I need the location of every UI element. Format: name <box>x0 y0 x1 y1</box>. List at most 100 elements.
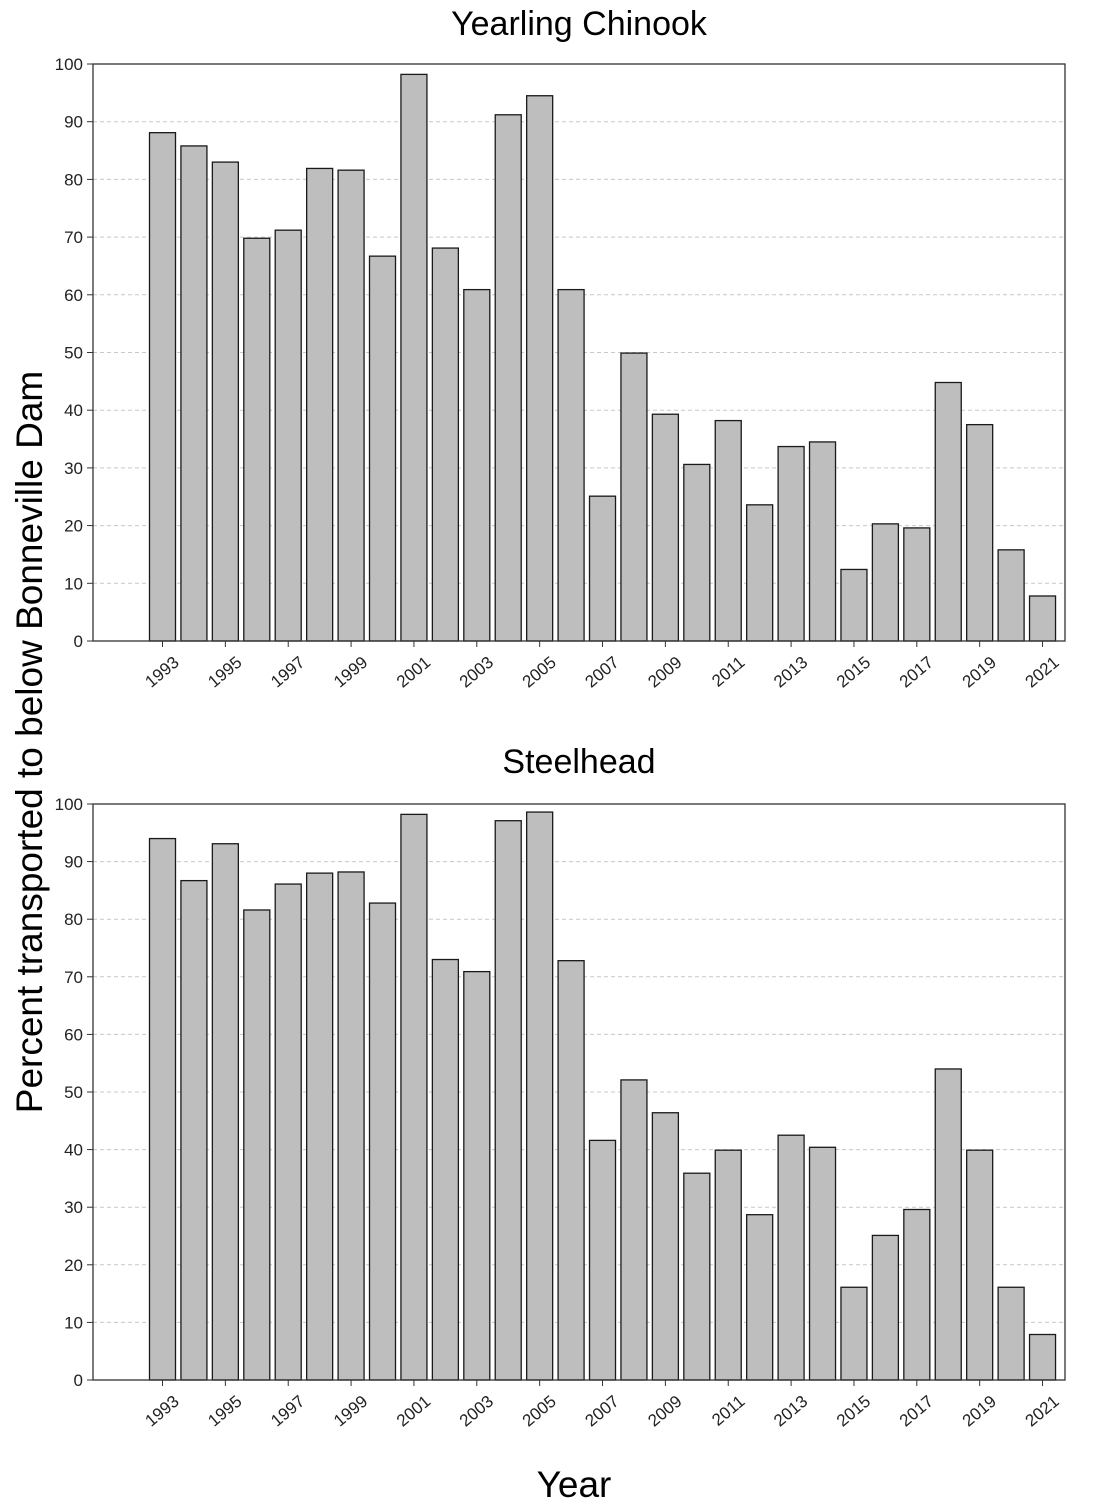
x-tick-label: 1997 <box>267 1392 308 1431</box>
bar-2014 <box>808 1146 837 1381</box>
y-tick-label: 20 <box>64 517 83 536</box>
bar-2021 <box>1028 595 1057 642</box>
bar-2020 <box>997 1286 1025 1381</box>
x-tick-label: 2013 <box>770 653 811 692</box>
bar-2010 <box>683 1172 711 1381</box>
bar-2015 <box>840 1286 868 1381</box>
bar-2021 <box>1028 1333 1057 1381</box>
y-tick-label: 10 <box>64 574 83 593</box>
x-tick-label: 2013 <box>770 1392 811 1431</box>
chart-panel-1: Yearling Chinook 0 10 20 30 40 50 60 70 80 90 100 19… <box>55 5 1066 692</box>
bar-2012 <box>746 504 774 642</box>
bar-2004 <box>494 114 522 642</box>
x-axis-label: Year <box>537 1464 612 1505</box>
y-tick-label: 100 <box>55 795 83 814</box>
bar-1995 <box>211 161 240 642</box>
bar-1996 <box>243 909 271 1381</box>
plot-frame <box>92 803 1066 1381</box>
x-tick-label: 2017 <box>896 1392 937 1431</box>
x-tick-label: 1999 <box>330 653 371 692</box>
bar-2010 <box>683 463 711 642</box>
bar-2001 <box>400 813 428 1381</box>
y-tick-label: 70 <box>64 228 83 247</box>
x-tick-label: 2005 <box>519 653 560 692</box>
x-tick-label: 2021 <box>1022 653 1063 692</box>
x-tick-label: 2003 <box>456 653 497 692</box>
bar-2008 <box>620 352 648 642</box>
bar-2000 <box>368 902 397 1381</box>
bar-1994 <box>180 879 208 1381</box>
bar-2013 <box>777 445 805 642</box>
bar-2009 <box>651 1112 680 1381</box>
x-tick-label: 1993 <box>142 1392 183 1431</box>
bar-2000 <box>368 255 397 642</box>
bar-1997 <box>274 883 302 1381</box>
x-tick-label: 2021 <box>1022 1392 1063 1431</box>
y-tick-label: 70 <box>64 968 83 987</box>
bar-2012 <box>746 1214 774 1381</box>
chart-title: Yearling Chinook <box>451 5 708 43</box>
bar-2020 <box>997 549 1025 642</box>
bar-2002 <box>431 247 460 642</box>
y-tick-label: 90 <box>64 853 83 872</box>
y-tick-label: 0 <box>74 1371 83 1390</box>
bar-1998 <box>305 872 334 1381</box>
bar-2016 <box>871 1234 900 1381</box>
y-tick-label: 80 <box>64 910 83 929</box>
x-tick-label: 1995 <box>204 1392 245 1431</box>
y-tick-label: 80 <box>64 170 83 189</box>
y-tick-label: 100 <box>55 55 83 74</box>
bar-1995 <box>211 843 240 1381</box>
bar-2007 <box>588 495 617 642</box>
plot-frame <box>92 63 1066 642</box>
y-tick-label: 30 <box>64 1198 83 1217</box>
bar-2006 <box>557 288 585 642</box>
bar-2007 <box>588 1139 617 1381</box>
chart-panel-2: Steelhead 0 10 20 30 40 50 60 70 80 90 100 1993 1995 1… <box>55 743 1066 1431</box>
chart-title: Steelhead <box>502 743 655 781</box>
bar-2014 <box>808 441 837 642</box>
y-tick-label: 20 <box>64 1256 83 1275</box>
bar-2006 <box>557 960 585 1381</box>
y-tick-label: 40 <box>64 401 83 420</box>
y-tick-label: 90 <box>64 113 83 132</box>
x-tick-label: 2009 <box>644 1392 685 1431</box>
x-tick-label: 2011 <box>708 653 748 691</box>
bar-1993 <box>148 837 177 1381</box>
x-tick-label: 1995 <box>204 653 245 692</box>
x-tick-label: 1999 <box>330 1392 371 1431</box>
y-tick-label: 10 <box>64 1313 83 1332</box>
bar-1994 <box>180 145 208 642</box>
bar-2011 <box>714 419 742 642</box>
y-tick-label: 0 <box>74 632 83 651</box>
x-tick-label: 2007 <box>582 653 623 692</box>
bar-2018 <box>934 381 962 642</box>
x-tick-label: 2015 <box>833 653 874 692</box>
x-tick-label: 2017 <box>896 653 937 692</box>
x-tick-label: 2001 <box>393 653 434 692</box>
bar-1998 <box>305 167 334 642</box>
bar-2011 <box>714 1149 742 1381</box>
y-tick-label: 40 <box>64 1141 83 1160</box>
bar-2019 <box>966 1149 994 1381</box>
y-tick-label: 50 <box>64 344 83 363</box>
x-tick-label: 2003 <box>456 1392 497 1431</box>
x-tick-label: 2019 <box>959 653 1000 692</box>
bar-2005 <box>526 95 554 642</box>
x-tick-label: 1993 <box>142 653 183 692</box>
bar-2017 <box>903 1208 931 1381</box>
y-tick-label: 50 <box>64 1083 83 1102</box>
bar-1999 <box>337 169 365 642</box>
bar-2002 <box>431 958 460 1381</box>
bar-2004 <box>494 820 522 1381</box>
bar-2001 <box>400 73 428 642</box>
x-tick-label: 2015 <box>833 1392 874 1431</box>
bar-2009 <box>651 413 680 642</box>
x-tick-label: 2019 <box>959 1392 1000 1431</box>
bar-1996 <box>243 237 271 642</box>
bar-1999 <box>337 871 365 1381</box>
bar-2003 <box>463 288 491 642</box>
bar-2018 <box>934 1068 962 1381</box>
bar-2003 <box>463 970 491 1381</box>
